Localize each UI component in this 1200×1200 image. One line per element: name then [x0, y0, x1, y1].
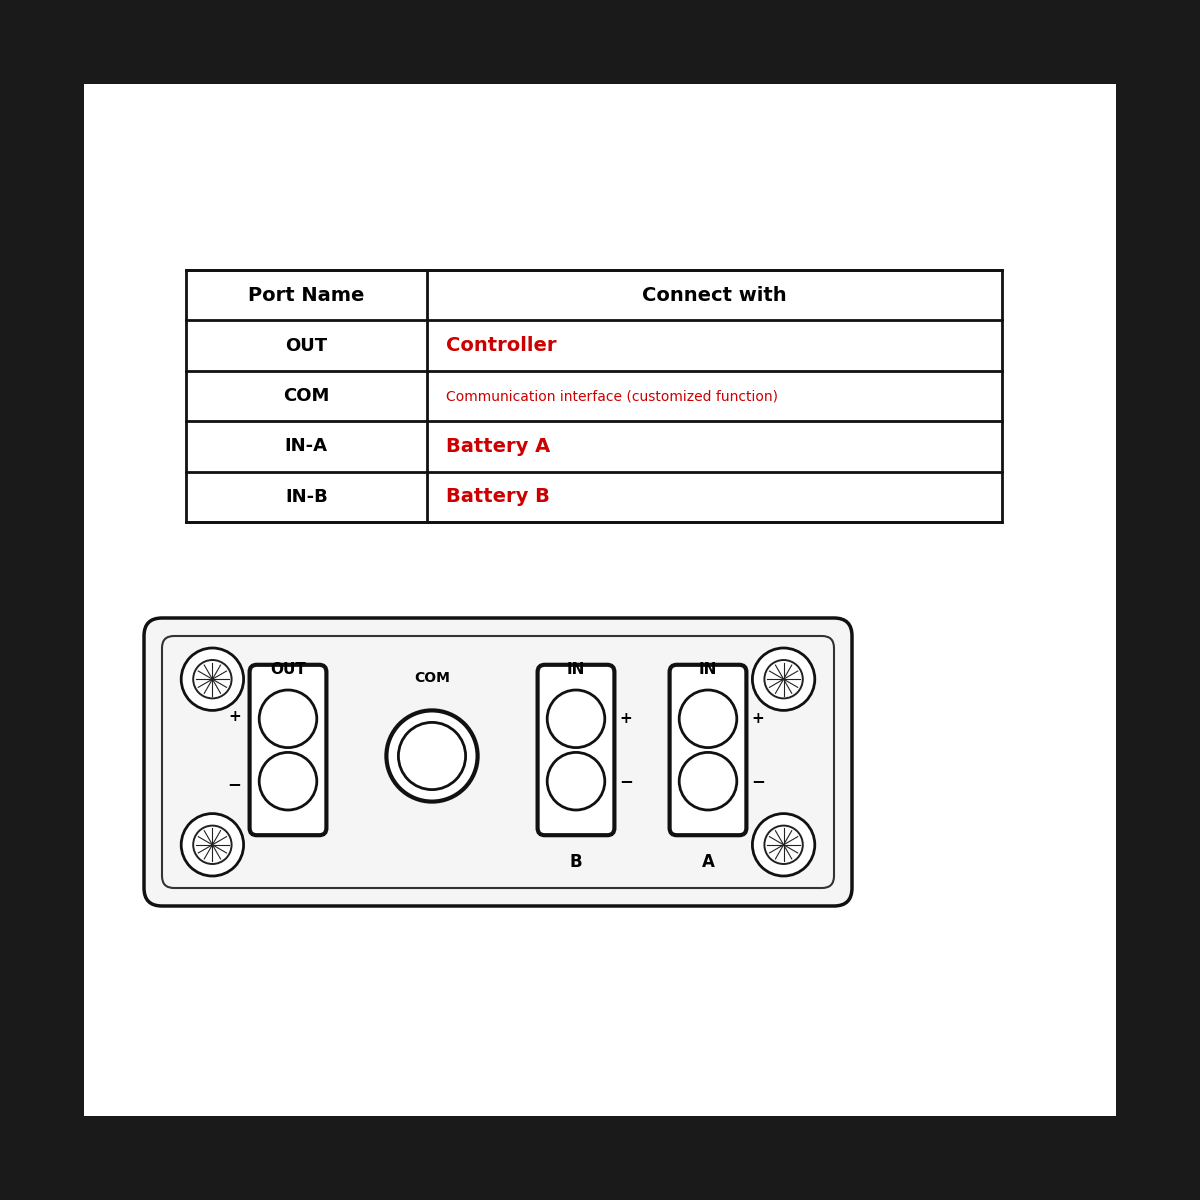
- Circle shape: [764, 826, 803, 864]
- Circle shape: [764, 660, 803, 698]
- Circle shape: [386, 710, 478, 802]
- Circle shape: [547, 752, 605, 810]
- Text: IN-A: IN-A: [284, 438, 328, 456]
- Circle shape: [181, 648, 244, 710]
- FancyBboxPatch shape: [670, 665, 746, 835]
- FancyBboxPatch shape: [538, 665, 614, 835]
- Text: B: B: [570, 852, 582, 871]
- Circle shape: [259, 752, 317, 810]
- Text: −: −: [619, 773, 634, 791]
- Circle shape: [193, 826, 232, 864]
- Text: IN: IN: [698, 662, 718, 677]
- Text: IN: IN: [566, 662, 586, 677]
- FancyBboxPatch shape: [144, 618, 852, 906]
- Text: Connect with: Connect with: [642, 286, 787, 305]
- Text: +: +: [619, 712, 632, 726]
- FancyBboxPatch shape: [84, 84, 1116, 1116]
- Text: +: +: [228, 709, 241, 724]
- Circle shape: [679, 690, 737, 748]
- Text: −: −: [751, 773, 766, 791]
- FancyBboxPatch shape: [250, 665, 326, 835]
- Circle shape: [181, 814, 244, 876]
- Text: IN-B: IN-B: [284, 487, 328, 506]
- Text: A: A: [702, 852, 714, 871]
- Text: Controller: Controller: [446, 336, 557, 355]
- Circle shape: [752, 648, 815, 710]
- Text: Battery B: Battery B: [446, 487, 550, 506]
- Text: OUT: OUT: [270, 662, 306, 677]
- Text: OUT: OUT: [286, 336, 328, 355]
- Circle shape: [193, 660, 232, 698]
- Circle shape: [547, 690, 605, 748]
- Circle shape: [398, 722, 466, 790]
- Text: −: −: [227, 775, 241, 792]
- Text: Battery A: Battery A: [446, 437, 550, 456]
- Circle shape: [259, 690, 317, 748]
- Circle shape: [752, 814, 815, 876]
- Text: +: +: [751, 712, 764, 726]
- Text: COM: COM: [414, 671, 450, 685]
- Circle shape: [679, 752, 737, 810]
- Text: Communication interface (customized function): Communication interface (customized func…: [446, 389, 778, 403]
- Text: COM: COM: [283, 386, 330, 406]
- Bar: [186, 270, 1002, 522]
- Text: Port Name: Port Name: [248, 286, 365, 305]
